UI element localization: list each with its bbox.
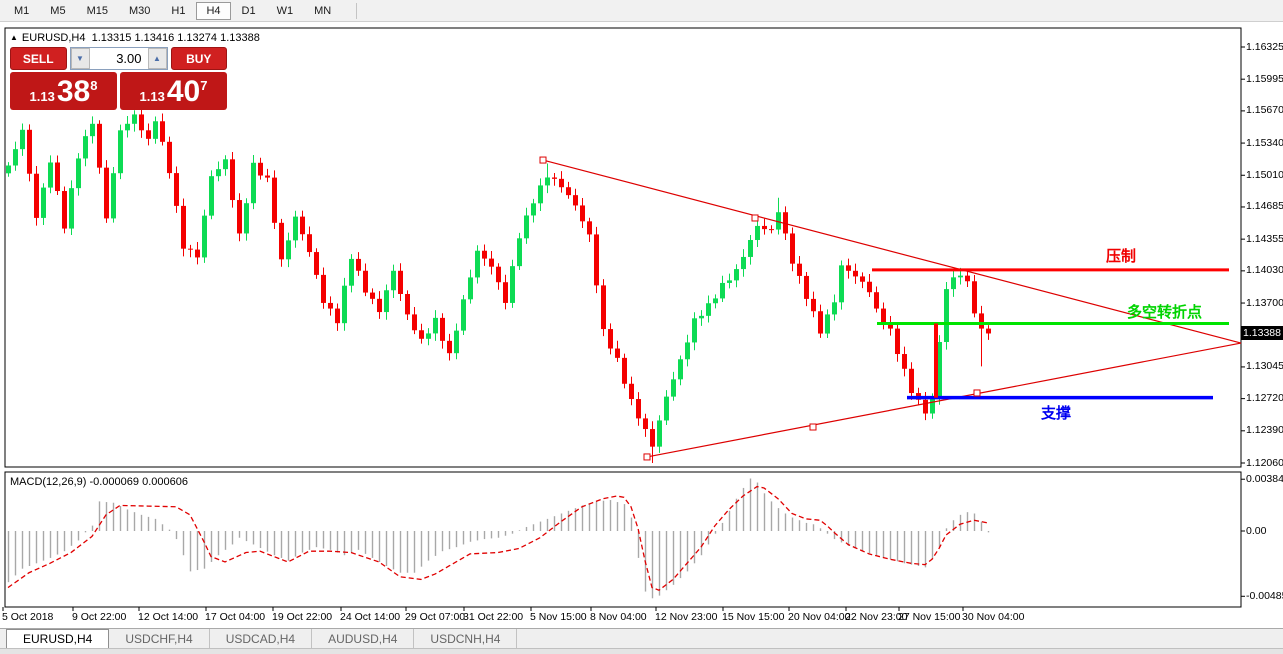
- tab-usdcnh[interactable]: USDCNH,H4: [414, 629, 518, 648]
- symbol-collapse-icon[interactable]: ▲: [10, 33, 18, 42]
- tf-button-w1[interactable]: W1: [276, 4, 294, 17]
- chart-ohlc-values: 1.13315 1.13416 1.13274 1.13388: [91, 32, 260, 44]
- volume-input[interactable]: [89, 48, 148, 69]
- chart-symbol-label: EURUSD,H4: [21, 32, 86, 44]
- tf-button-h4[interactable]: H4: [196, 1, 231, 20]
- date-tick: 29 Oct 07:00: [405, 611, 466, 623]
- date-tick: 8 Nov 04:00: [590, 611, 647, 623]
- date-tick: 12 Oct 14:00: [138, 611, 199, 623]
- date-tick: 15 Nov 15:00: [722, 611, 785, 623]
- tf-button-m30[interactable]: M30: [128, 4, 151, 17]
- sell-button[interactable]: SELL: [10, 47, 67, 70]
- date-tick: 31 Oct 22:00: [463, 611, 524, 623]
- price-tick: 1.15010: [1246, 168, 1283, 181]
- symbol-tab-bar: EURUSD,H4 USDCHF,H4 USDCAD,H4 AUDUSD,H4 …: [0, 628, 1283, 648]
- date-tick: 9 Oct 22:00: [72, 611, 127, 623]
- price-tick: 1.15995: [1246, 72, 1283, 85]
- price-tick: 1.14355: [1246, 232, 1283, 245]
- date-tick: 27 Nov 15:00: [898, 611, 961, 623]
- current-price-badge: 1.13388: [1241, 326, 1283, 341]
- price-tick: 1.15670: [1246, 104, 1283, 117]
- date-tick: 20 Nov 04:00: [788, 611, 851, 623]
- price-tick: 1.16325: [1246, 40, 1283, 53]
- pivot-annotation: 多空转折点: [1127, 304, 1203, 321]
- tab-eurusd[interactable]: EURUSD,H4: [6, 629, 110, 648]
- sell-price-pip: 8: [90, 78, 98, 93]
- sell-price-big: 38: [56, 75, 91, 108]
- chart-header: ▲ EURUSD,H4 1.13315 1.13416 1.13274 1.133…: [10, 31, 260, 45]
- timeframe-toolbar: M1 M5 M15 M30 H1 H4 D1 W1 MN: [0, 0, 1283, 22]
- date-tick: 17 Oct 04:00: [205, 611, 266, 623]
- price-tick: 1.14030: [1246, 264, 1283, 277]
- sell-price-prefix: 1.13: [29, 89, 55, 104]
- buy-quote[interactable]: 1.13 40 7: [120, 72, 227, 110]
- tab-usdchf[interactable]: USDCHF,H4: [109, 629, 210, 648]
- date-tick: 12 Nov 23:00: [655, 611, 718, 623]
- price-tick: 1.12390: [1246, 424, 1283, 437]
- tab-audusd[interactable]: AUDUSD,H4: [312, 629, 415, 648]
- date-tick: 30 Nov 04:00: [962, 611, 1025, 623]
- price-tick: 1.12720: [1246, 392, 1283, 405]
- tf-button-m1[interactable]: M1: [14, 4, 30, 17]
- macd-indicator-label: MACD(12,26,9) -0.000069 0.000606: [10, 476, 188, 488]
- sell-quote[interactable]: 1.13 38 8: [10, 72, 117, 110]
- date-tick: 19 Oct 22:00: [272, 611, 333, 623]
- price-tick: 1.12060: [1246, 456, 1283, 469]
- buy-price-pip: 7: [200, 78, 208, 93]
- tf-button-m5[interactable]: M5: [50, 4, 66, 17]
- tf-button-mn[interactable]: MN: [314, 4, 332, 17]
- buy-price-big: 40: [166, 75, 201, 108]
- macd-tick: 0.003847: [1246, 472, 1283, 485]
- price-tick: 1.15340: [1246, 136, 1283, 149]
- tab-usdcad[interactable]: USDCAD,H4: [210, 629, 313, 648]
- one-click-trade-panel: SELL ▼ ▲ BUY 1.13 38 8 1.13 40 7: [10, 47, 227, 110]
- macd-tick: 0.00: [1246, 524, 1267, 537]
- buy-button[interactable]: BUY: [170, 47, 227, 70]
- volume-stepper: ▼ ▲: [69, 47, 168, 70]
- price-tick: 1.13700: [1246, 296, 1283, 309]
- status-strip: [0, 648, 1283, 654]
- date-tick: 24 Oct 14:00: [340, 611, 401, 623]
- volume-up-icon[interactable]: ▲: [147, 48, 167, 69]
- date-tick: 5 Oct 2018: [2, 611, 54, 623]
- tf-button-m15[interactable]: M15: [86, 4, 108, 17]
- volume-down-icon[interactable]: ▼: [70, 48, 90, 69]
- tf-button-h1[interactable]: H1: [171, 4, 186, 17]
- date-tick: 22 Nov 23:00: [845, 611, 908, 623]
- support-annotation: 支撑: [1041, 405, 1072, 422]
- tf-button-d1[interactable]: D1: [241, 4, 256, 17]
- date-tick: 5 Nov 15:00: [530, 611, 587, 623]
- resistance-annotation: 压制: [1106, 248, 1137, 265]
- price-tick: 1.13045: [1246, 360, 1283, 373]
- buy-price-prefix: 1.13: [139, 89, 165, 104]
- toolbar-separator: [356, 2, 358, 19]
- price-tick: 1.14685: [1246, 200, 1283, 213]
